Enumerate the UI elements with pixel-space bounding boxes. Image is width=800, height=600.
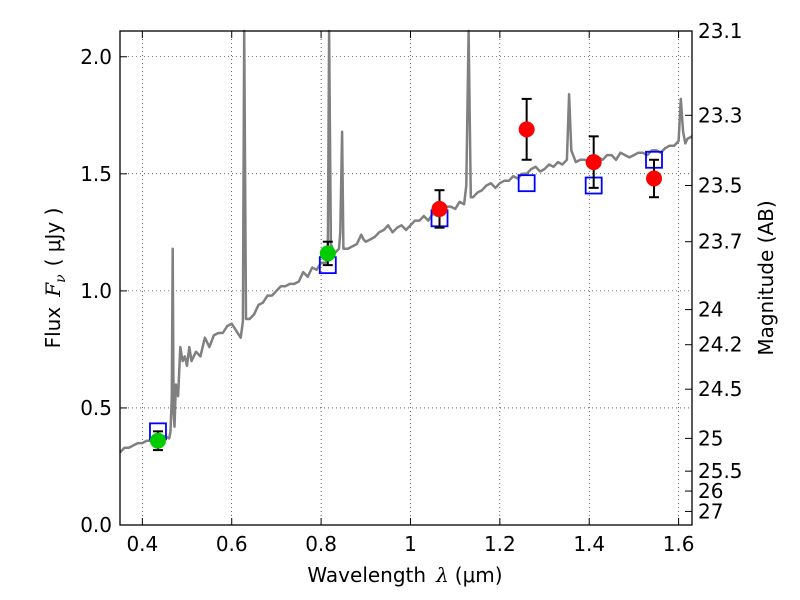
y2-tick-label: 25: [698, 426, 723, 450]
x-tick-label: 0.8: [305, 532, 337, 556]
photometry-points: [149, 97, 663, 452]
y-tick-label: 2.0: [80, 45, 112, 69]
x-axis-ticks: 0.4 0.6 0.8 1 1.2 1.4 1.6: [126, 31, 695, 556]
x-tick-label: 1.2: [484, 532, 516, 556]
data-point: [585, 154, 602, 171]
y-axis-label: FluxFν( μJy ): [41, 208, 69, 349]
y2-tick-label: 23.5: [698, 174, 743, 198]
data-point: [431, 200, 448, 217]
plot-frame: [119, 30, 693, 526]
y-tick-label: 1.0: [80, 279, 112, 303]
grid: [120, 31, 692, 525]
y2-tick-label: 23.3: [698, 103, 743, 127]
x-tick-label: 0.6: [216, 532, 248, 556]
y2-tick-label: 23.7: [698, 230, 743, 254]
y-axis-ticks: 0.0 0.5 1.0 1.5 2.0: [80, 45, 127, 537]
x-axis-label: Wavelength λ (μm): [307, 563, 502, 587]
y-tick-label: 0.5: [80, 396, 112, 420]
y2-tick-label: 26: [698, 479, 723, 503]
y-tick-label: 1.5: [80, 162, 112, 186]
x-tick-label: 1.4: [573, 532, 605, 556]
y2-axis-label: Magnitude (AB): [754, 200, 778, 355]
y2-tick-label: 25.5: [698, 459, 743, 483]
y-tick-label: 0.0: [80, 513, 112, 537]
x-tick-label: 1: [404, 532, 417, 556]
y2-tick-label: 23.1: [698, 19, 743, 43]
plot-border: [119, 30, 693, 526]
y2-tick-label: 24.5: [698, 377, 743, 401]
y2-tick-label: 24: [698, 298, 723, 322]
x-tick-label: 0.4: [126, 532, 158, 556]
data-point: [319, 245, 336, 262]
y2-tick-label: 27: [698, 499, 723, 523]
data-point: [646, 170, 663, 187]
model-square: [517, 174, 536, 193]
y2-tick-label: 24.2: [698, 333, 743, 357]
data-point: [518, 121, 535, 138]
x-tick-label: 1.6: [663, 532, 695, 556]
data-point: [149, 432, 166, 449]
